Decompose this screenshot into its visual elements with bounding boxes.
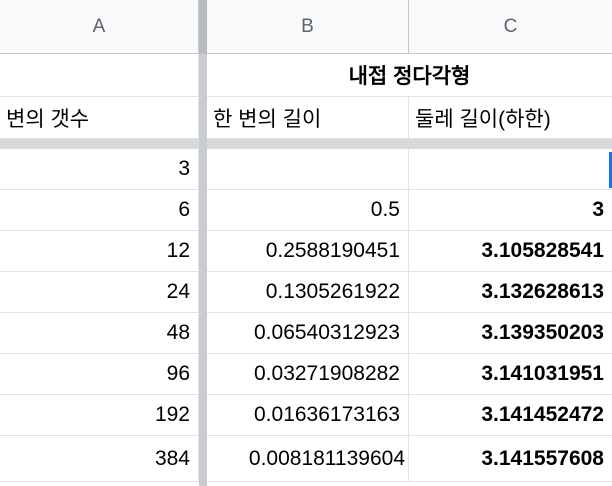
merged-title-cell[interactable]: 내접 정다각형: [207, 54, 612, 97]
data-cell-a[interactable]: 192: [0, 395, 199, 436]
frozen-rows-divider[interactable]: [0, 139, 612, 149]
header-cell-side-length[interactable]: 한 변의 길이: [207, 97, 409, 139]
data-cell-c[interactable]: 3.141031951: [409, 354, 612, 395]
column-header-c[interactable]: C: [409, 0, 612, 54]
data-cell-c[interactable]: 3: [409, 190, 612, 231]
column-header-b[interactable]: B: [207, 0, 409, 54]
data-cell-b[interactable]: 0.03271908282: [207, 354, 409, 395]
frozen-column-handle[interactable]: [199, 0, 207, 54]
data-cell-c[interactable]: 3.139350203: [409, 313, 612, 354]
selection-indicator: [609, 152, 612, 188]
data-cell-a[interactable]: 96: [0, 354, 199, 395]
header-cell-side-count[interactable]: 변의 갯수: [0, 97, 199, 139]
data-cell-a[interactable]: 24: [0, 272, 199, 313]
data-cell-c[interactable]: 3.132628613: [409, 272, 612, 313]
column-header-a[interactable]: A: [0, 0, 199, 54]
data-cell-a[interactable]: 12: [0, 231, 199, 272]
data-cell-c[interactable]: [409, 149, 612, 190]
data-cell-b[interactable]: 0.01636173163: [207, 395, 409, 436]
data-cell-a[interactable]: 3: [0, 149, 199, 190]
data-cell-a[interactable]: 48: [0, 313, 199, 354]
data-cell-b[interactable]: 0.06540312923: [207, 313, 409, 354]
data-cell-b[interactable]: 0.5: [207, 190, 409, 231]
data-cell-a[interactable]: 384: [0, 436, 199, 482]
data-cell-b[interactable]: 0.008181139604: [207, 436, 409, 482]
data-cell-c[interactable]: 3.105828541: [409, 231, 612, 272]
cell-a-title[interactable]: [0, 54, 199, 97]
data-cell-c[interactable]: 3.141452472: [409, 395, 612, 436]
data-cell-b[interactable]: [207, 149, 409, 190]
data-cell-b[interactable]: 0.2588190451: [207, 231, 409, 272]
data-cell-c[interactable]: 3.141557608: [409, 436, 612, 482]
frozen-column-divider[interactable]: [199, 0, 207, 486]
data-cell-b[interactable]: 0.1305261922: [207, 272, 409, 313]
data-cell-a[interactable]: 6: [0, 190, 199, 231]
header-cell-perimeter[interactable]: 둘레 길이(하한): [409, 97, 612, 139]
